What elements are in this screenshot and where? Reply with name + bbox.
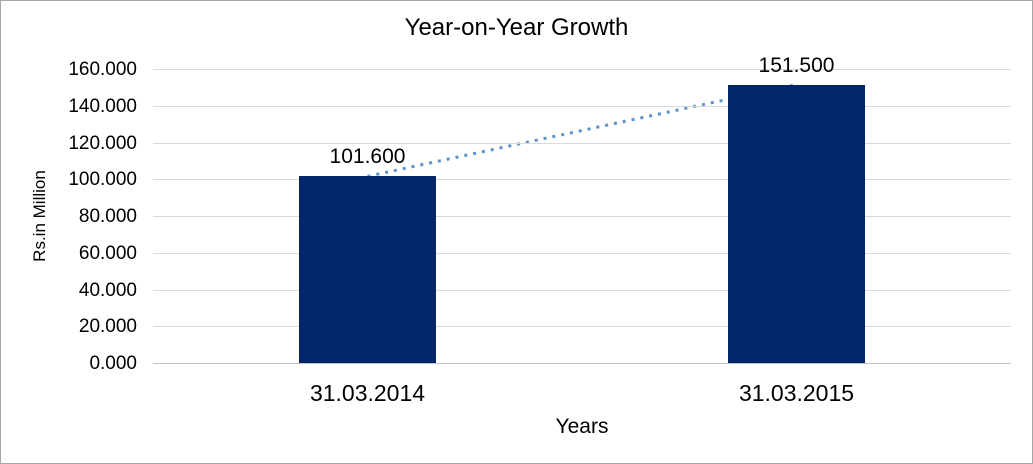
y-tick-label: 60.000 (78, 242, 137, 264)
gridline (153, 105, 1011, 107)
gridline (153, 179, 1011, 181)
x-axis-title: Years (555, 415, 609, 438)
bar-31.03.2015 (728, 84, 865, 363)
y-tick-label: 160.000 (68, 59, 137, 80)
x-axis-line (153, 363, 1011, 364)
y-tick-label: 20.000 (78, 316, 137, 338)
gridline (153, 252, 1011, 254)
gridline (153, 69, 1011, 70)
plot-area: 101.600 151.500 (153, 54, 1011, 364)
x-category-label: 31.03.2014 (309, 380, 426, 406)
gridline (153, 142, 1011, 144)
y-tick-label: 120.000 (68, 132, 137, 154)
bar-31.03.2014 (299, 176, 436, 363)
y-tick-label: 80.000 (78, 206, 137, 227)
y-tick-label: 0.000 (89, 353, 137, 374)
chart-title: Year-on-Year Growth (404, 14, 629, 41)
y-tick-label: 40.000 (78, 279, 137, 301)
data-label: 101.600 (329, 145, 406, 169)
gridline (153, 289, 1011, 291)
x-category-label: 31.03.2015 (738, 380, 855, 406)
y-tick-label: 140.000 (68, 95, 137, 117)
gridline (153, 216, 1011, 217)
gridline (153, 326, 1011, 328)
data-label: 151.500 (758, 53, 835, 77)
y-tick-label: 100.000 (68, 169, 137, 191)
